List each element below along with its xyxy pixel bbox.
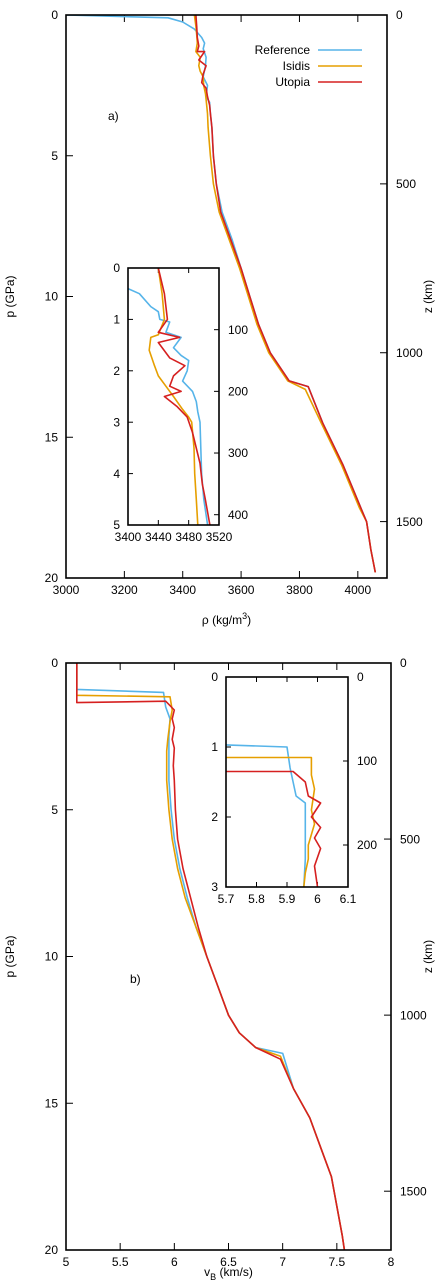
y2-tick-label: 200	[357, 838, 377, 852]
y2-tick-label: 500	[400, 832, 420, 846]
x-tick-label: 6.5	[220, 1255, 237, 1269]
y-tick-label: 2	[211, 810, 218, 824]
series-line-isidis	[226, 756, 316, 887]
legend-label: Utopia	[275, 75, 310, 89]
y-tick-label: 0	[51, 656, 58, 670]
x-tick-label: 3600	[228, 583, 255, 597]
y2-tick-label: 1000	[400, 1008, 427, 1022]
y-tick-label: 5	[51, 803, 58, 817]
y-tick-label: 0	[113, 261, 120, 275]
y-tick-label: 0	[51, 8, 58, 22]
x-tick-label: 6.1	[340, 892, 357, 906]
x-tick-label: 6	[314, 892, 321, 906]
series-line-utopia	[157, 268, 211, 525]
x-tick-label: 5.8	[248, 892, 265, 906]
x-tick-label: 7	[279, 1255, 286, 1269]
y2-tick-label: 0	[400, 656, 407, 670]
x-tick-label: 5	[63, 1255, 70, 1269]
y-tick-label: 1	[113, 313, 120, 327]
y-axis-label: p (GPa)	[3, 935, 17, 977]
x-axis-label: ρ (kg/m3)	[202, 611, 251, 627]
y-axis-label: p (GPa)	[3, 275, 17, 317]
series-line-reference	[226, 744, 307, 887]
y-tick-label: 4	[113, 467, 120, 481]
series-line-utopia	[76, 663, 346, 1250]
x-tick-label: 6	[171, 1255, 178, 1269]
series-line-reference	[66, 15, 377, 573]
y2-tick-label: 1500	[400, 1184, 427, 1198]
y-tick-label: 10	[45, 950, 59, 964]
x-tick-label: 3480	[175, 530, 202, 544]
y2-tick-label: 0	[357, 670, 364, 684]
y-tick-label: 1	[211, 740, 218, 754]
x-tick-label: 3800	[286, 583, 313, 597]
inset-frame	[225, 676, 349, 888]
series-line-reference	[128, 287, 209, 525]
x-tick-label: 3200	[111, 583, 138, 597]
y-tick-label: 15	[45, 1096, 59, 1110]
x-tick-label: 3400	[115, 530, 142, 544]
x-axis-label: vB (km/s)	[204, 1265, 253, 1282]
y2-tick-label: 1500	[396, 515, 423, 529]
x-tick-label: 3520	[206, 530, 233, 544]
y-tick-label: 15	[45, 430, 59, 444]
y2-tick-label: 1000	[396, 346, 423, 360]
y-tick-label: 0	[211, 670, 218, 684]
y2-axis-label: z (km)	[421, 940, 435, 973]
y-tick-label: 3	[113, 415, 120, 429]
y2-tick-label: 300	[228, 446, 248, 460]
inset-background	[226, 677, 348, 887]
y2-tick-label: 200	[228, 385, 248, 399]
x-tick-label: 7.5	[328, 1255, 345, 1269]
panel-label: a)	[108, 109, 119, 123]
y2-axis-label: z (km)	[421, 280, 435, 313]
y-tick-label: 3	[211, 880, 218, 894]
x-tick-label: 3000	[53, 583, 80, 597]
legend-label: Reference	[255, 43, 311, 57]
y-tick-label: 20	[45, 571, 59, 585]
y-tick-label: 20	[45, 1243, 59, 1257]
y2-tick-label: 100	[357, 754, 377, 768]
series-line-utopia	[195, 15, 377, 573]
y2-tick-label: 500	[396, 177, 416, 191]
y2-tick-label: 100	[228, 323, 248, 337]
legend-label: Isidis	[283, 59, 310, 73]
series-line-utopia	[226, 770, 322, 887]
x-tick-label: 8	[388, 1255, 395, 1269]
y-tick-label: 5	[113, 518, 120, 532]
y-tick-label: 5	[51, 149, 58, 163]
x-tick-label: 5.5	[112, 1255, 129, 1269]
y2-tick-label: 400	[228, 508, 248, 522]
x-tick-label: 3440	[145, 530, 172, 544]
x-tick-label: 5.7	[218, 892, 235, 906]
y2-tick-label: 0	[396, 8, 403, 22]
plot-frame	[65, 662, 392, 1251]
x-tick-label: 4000	[344, 583, 371, 597]
series-line-isidis	[193, 15, 377, 573]
panel-label: b)	[130, 972, 141, 986]
plot-frame	[65, 14, 388, 579]
y-tick-label: 10	[45, 290, 59, 304]
x-tick-label: 5.9	[279, 892, 296, 906]
y-tick-label: 2	[113, 364, 120, 378]
x-tick-label: 3400	[169, 583, 196, 597]
inset-frame	[127, 267, 220, 526]
